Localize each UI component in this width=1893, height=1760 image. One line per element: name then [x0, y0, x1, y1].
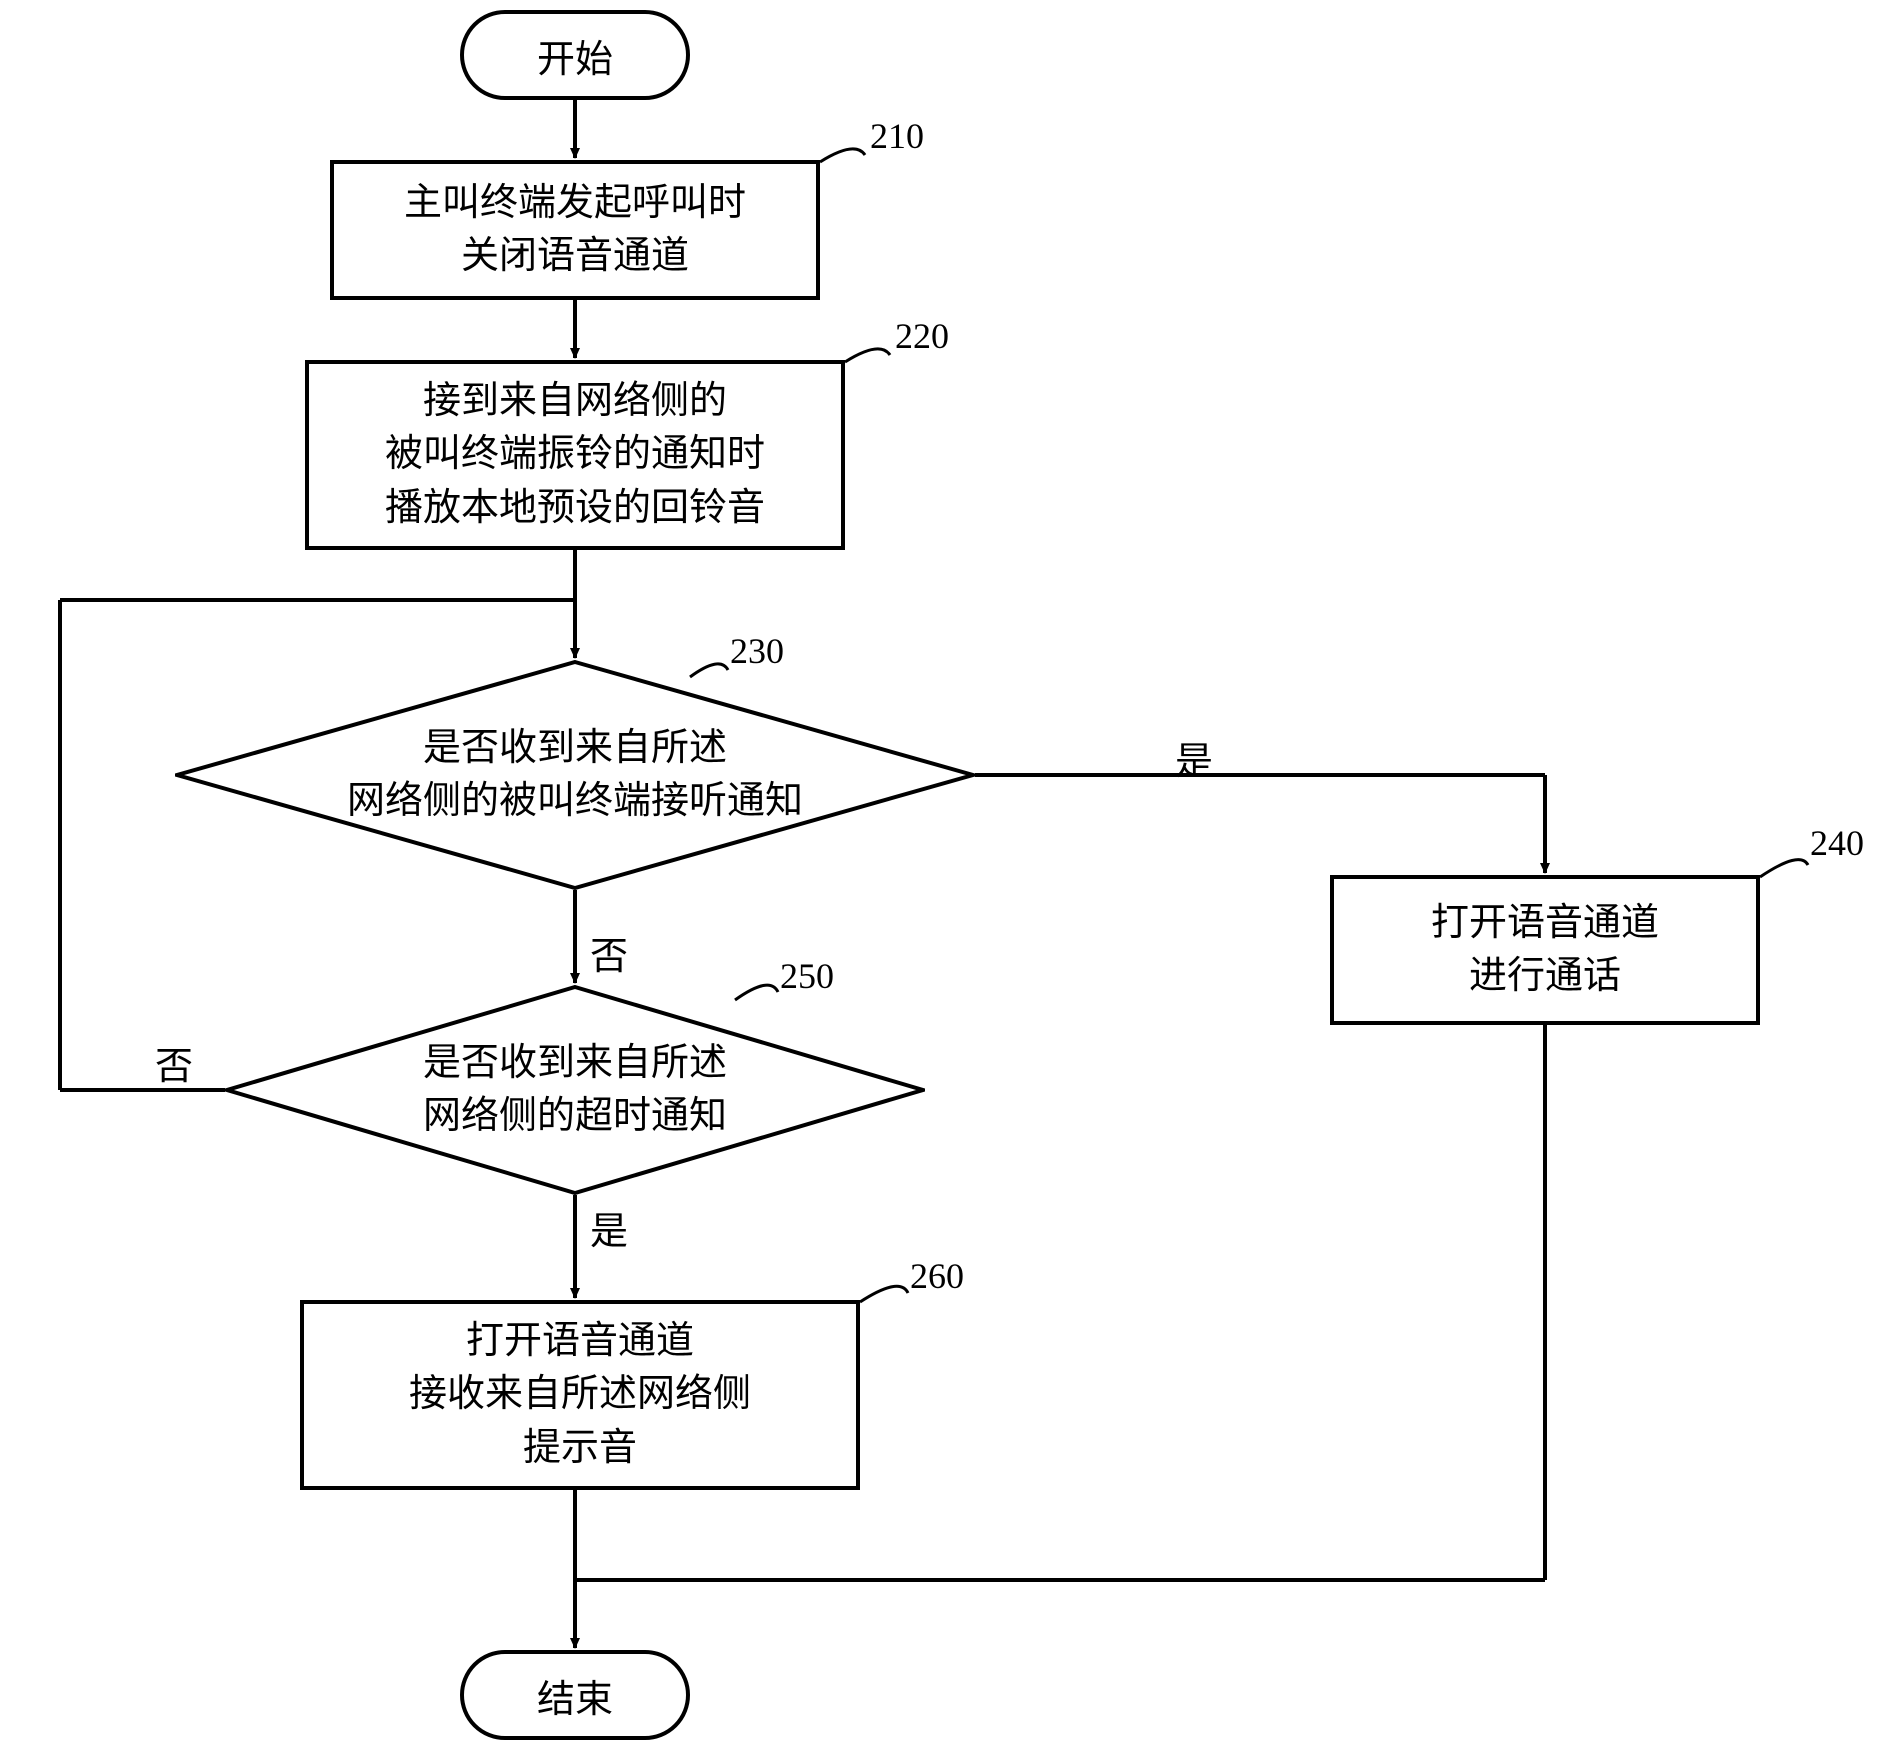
- process-220: 接到来自网络侧的 被叫终端振铃的通知时 播放本地预设的回铃音: [305, 360, 845, 550]
- process-240: 打开语音通道 进行通话: [1330, 875, 1760, 1025]
- flowchart-canvas: 开始 主叫终端发起呼叫时 关闭语音通道 210 接到来自网络侧的 被叫终端振铃的…: [0, 0, 1893, 1760]
- n250-line1: 是否收到来自所述: [423, 1042, 727, 1084]
- process-210: 主叫终端发起呼叫时 关闭语音通道: [330, 160, 820, 300]
- end-label: 结束: [537, 1668, 613, 1723]
- n260-line1: 打开语音通道: [466, 1320, 694, 1362]
- end-terminator: 结束: [460, 1650, 690, 1740]
- ref-240: 240: [1810, 822, 1864, 864]
- edge-250-no: 否: [155, 1035, 193, 1090]
- n220-line3: 播放本地预设的回铃音: [385, 487, 765, 529]
- edge-230-yes: 是: [1175, 730, 1213, 785]
- n240-line2: 进行通话: [1469, 955, 1621, 997]
- n210-line1: 主叫终端发起呼叫时: [404, 182, 746, 224]
- ref-210: 210: [870, 115, 924, 157]
- edge-230-no: 否: [590, 925, 628, 980]
- ref-220: 220: [895, 315, 949, 357]
- n240-line1: 打开语音通道: [1431, 902, 1659, 944]
- process-260: 打开语音通道 接收来自所述网络侧 提示音: [300, 1300, 860, 1490]
- decision-250: 是否收到来自所述 网络侧的超时通知: [225, 985, 925, 1195]
- n260-line3: 提示音: [523, 1427, 637, 1469]
- start-label: 开始: [537, 28, 613, 83]
- n220-line1: 接到来自网络侧的: [423, 380, 727, 422]
- n230-line2: 网络侧的被叫终端接听通知: [347, 780, 803, 822]
- n250-line2: 网络侧的超时通知: [423, 1095, 727, 1137]
- n260-line2: 接收来自所述网络侧: [409, 1373, 751, 1415]
- n220-line2: 被叫终端振铃的通知时: [385, 433, 765, 475]
- n230-line1: 是否收到来自所述: [423, 727, 727, 769]
- ref-250: 250: [780, 955, 834, 997]
- decision-230: 是否收到来自所述 网络侧的被叫终端接听通知: [175, 660, 975, 890]
- ref-260: 260: [910, 1255, 964, 1297]
- start-terminator: 开始: [460, 10, 690, 100]
- edge-250-yes: 是: [590, 1200, 628, 1255]
- n210-line2: 关闭语音通道: [461, 235, 689, 277]
- ref-230: 230: [730, 630, 784, 672]
